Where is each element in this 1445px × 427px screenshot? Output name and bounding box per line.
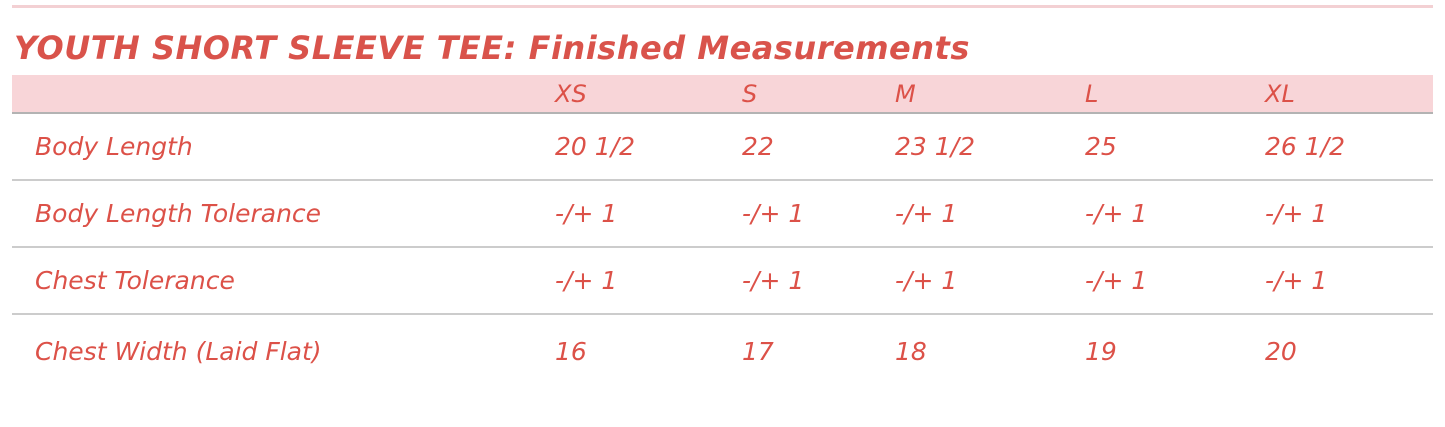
cell-value: -/+ 1 <box>1083 247 1263 315</box>
cell-value: -/+ 1 <box>740 180 893 248</box>
cell-value: -/+ 1 <box>1083 180 1263 248</box>
cell-value: -/+ 1 <box>1263 247 1433 315</box>
cell-value: -/+ 1 <box>1263 180 1433 248</box>
row-label: Body Length Tolerance <box>12 180 553 248</box>
cell-value: 26 1/2 <box>1263 113 1433 181</box>
col-header-xs: XS <box>553 75 740 114</box>
cell-value: -/+ 1 <box>553 180 740 248</box>
cell-value: 17 <box>742 337 774 366</box>
table-row-body-length: Body Length 20 1/2 22 23 1/2 25 26 1/2 <box>12 113 1433 181</box>
col-header-l: L <box>1083 75 1263 114</box>
page-title: YOUTH SHORT SLEEVE TEE: Finished Measure… <box>14 29 970 67</box>
cell-value: -/+ 1 <box>893 180 1083 248</box>
cell-value: 18 <box>895 337 927 366</box>
table-row-chest-tolerance: Chest Tolerance -/+ 1 -/+ 1 -/+ 1 -/+ 1 … <box>12 247 1433 315</box>
row-label: Chest Tolerance <box>12 247 553 315</box>
col-header-s: S <box>740 75 893 114</box>
cell-value: 16 <box>555 337 587 366</box>
cell-value: 19 <box>1085 337 1117 366</box>
cell-value: -/+ 1 <box>893 247 1083 315</box>
cell-value: -/+ 1 <box>740 247 893 315</box>
row-label: Chest Width (Laid Flat) <box>35 337 322 366</box>
cell-value: -/+ 1 <box>553 247 740 315</box>
row-label: Body Length <box>12 113 553 181</box>
cell-value: 20 <box>1265 337 1297 366</box>
header-row: XS S M L XL <box>12 75 1433 114</box>
table-row-chest-width: Chest Width (Laid Flat) 16 17 18 19 20 <box>12 314 1433 388</box>
top-divider <box>12 5 1433 8</box>
col-header-measurement <box>12 75 553 114</box>
col-header-m: M <box>893 75 1083 114</box>
size-table: XS S M L XL Body Length 20 1/2 22 23 1/2… <box>12 75 1433 388</box>
cell-value: 25 <box>1083 113 1263 181</box>
cell-value: 20 1/2 <box>553 113 740 181</box>
size-chart-page: YOUTH SHORT SLEEVE TEE: Finished Measure… <box>0 5 1445 427</box>
col-header-xl: XL <box>1263 75 1433 114</box>
table-row-body-length-tolerance: Body Length Tolerance -/+ 1 -/+ 1 -/+ 1 … <box>12 180 1433 248</box>
cell-value: 23 1/2 <box>893 113 1083 181</box>
cell-value: 22 <box>740 113 893 181</box>
